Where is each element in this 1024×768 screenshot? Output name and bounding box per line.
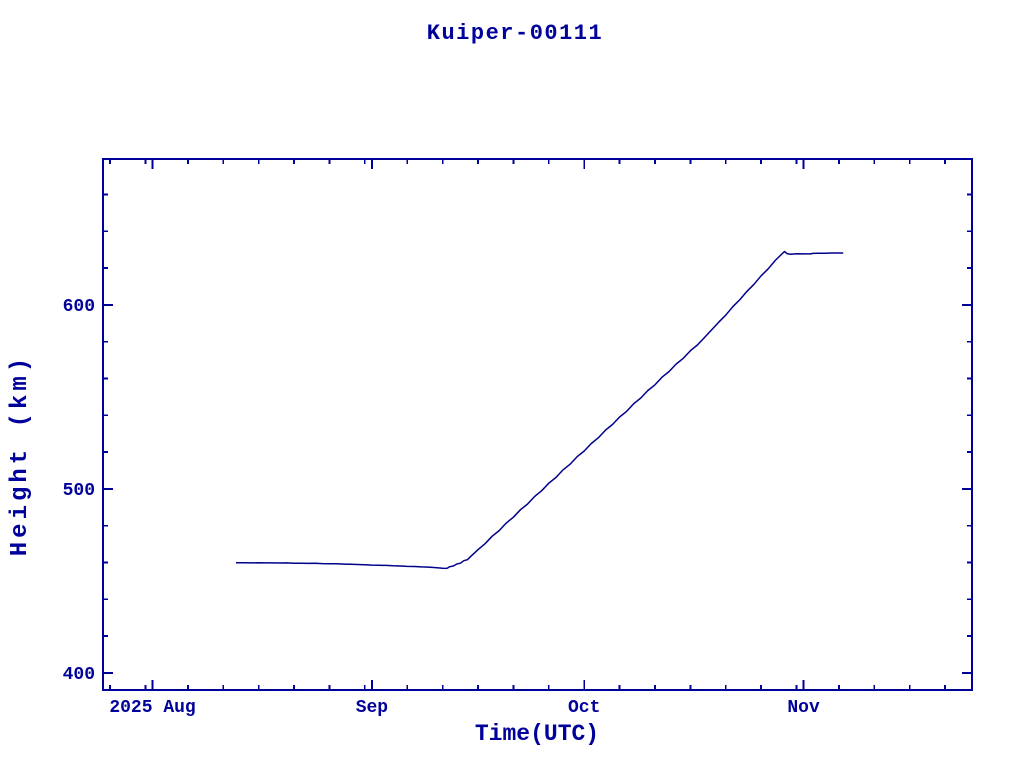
x-tick-label: Oct: [568, 698, 600, 718]
axes-layer: 2025 Aug Sep Oct Nov 400 500 600: [63, 159, 972, 718]
plot-frame: [102, 158, 973, 691]
chart-title: Kuiper-00111: [427, 21, 603, 46]
y-tick-label: 400: [63, 665, 95, 685]
y-tick-label: 600: [63, 297, 95, 317]
x-axis-label: Time(UTC): [475, 721, 599, 747]
height-curve: [236, 250, 844, 570]
series-layer: [236, 250, 844, 570]
x-tick-label: 2025 Aug: [109, 698, 195, 718]
x-tick-label: Nov: [787, 698, 820, 718]
y-tick-label: 500: [63, 481, 95, 501]
x-tick-label: Sep: [356, 698, 388, 718]
y-axis-label: Height (km): [7, 354, 34, 556]
